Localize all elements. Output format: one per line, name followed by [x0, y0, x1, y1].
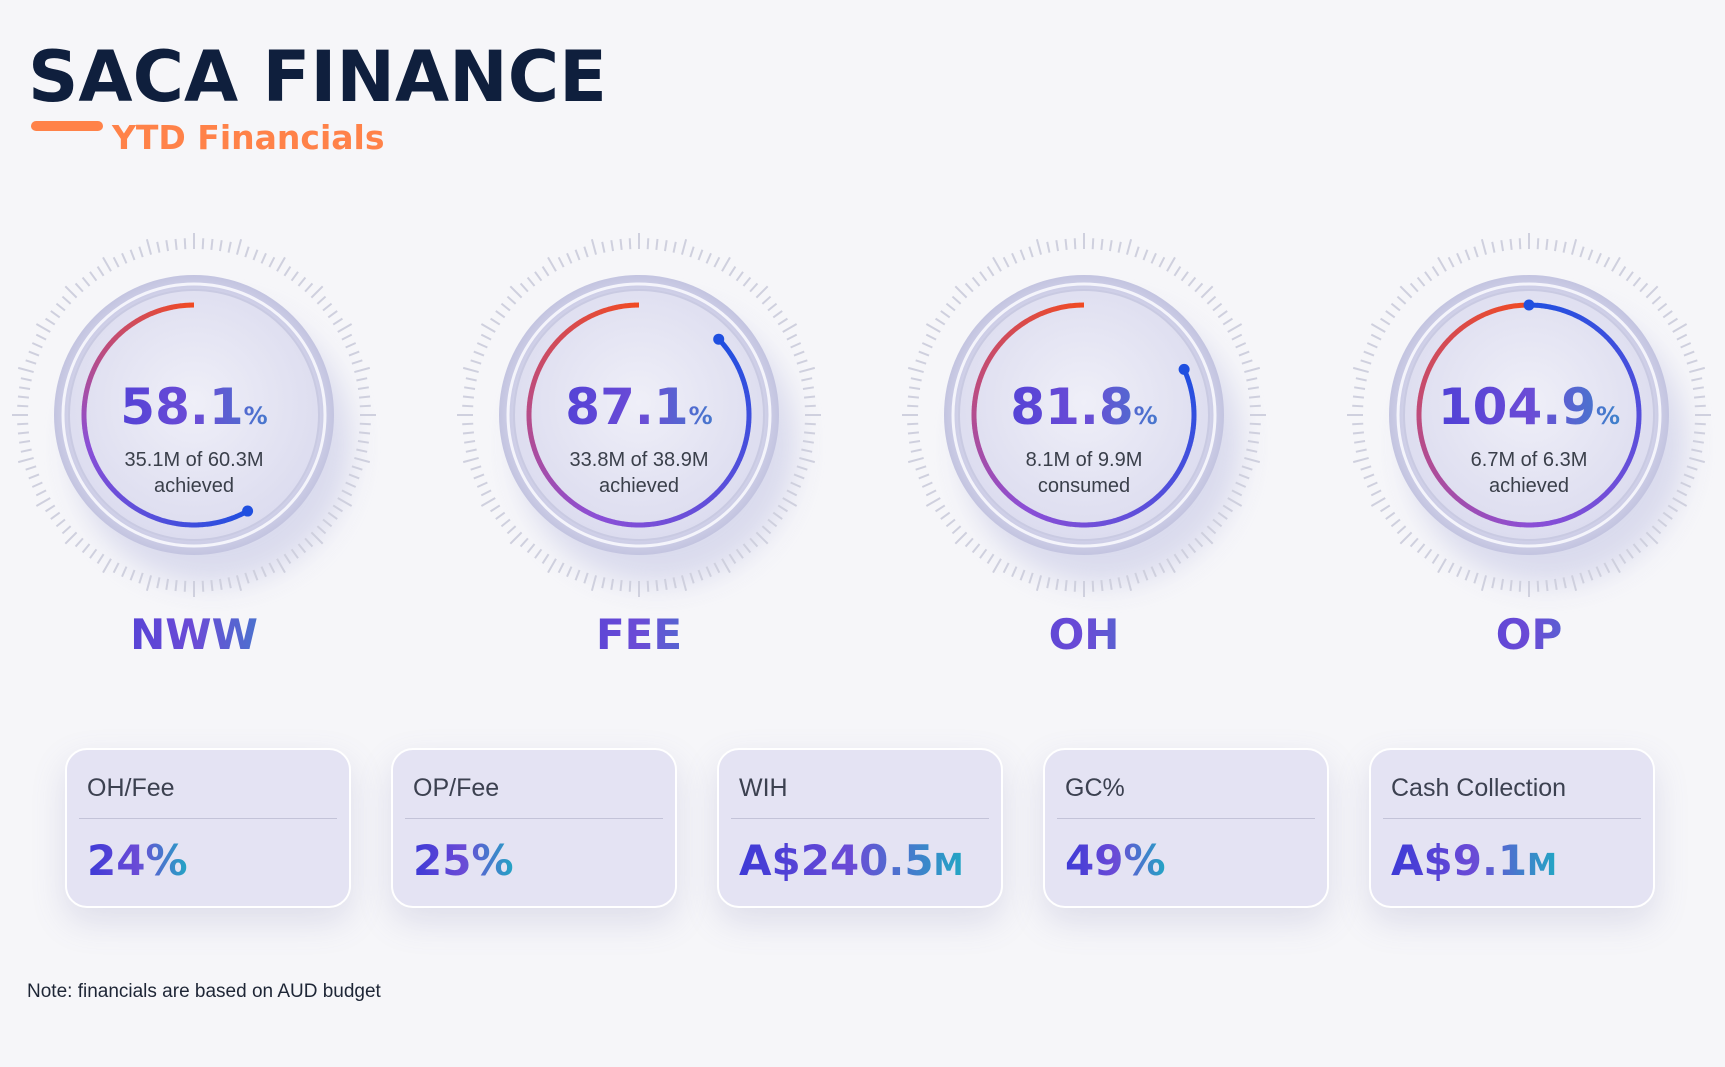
kpi-card-oh-fee: OH/Fee 24%: [65, 748, 351, 908]
kpi-card-label: GC%: [1065, 774, 1125, 802]
gauge-op-progress-arc: [1416, 302, 1642, 528]
kpi-card-label: OP/Fee: [413, 774, 500, 802]
gauge-oh-label: OH: [934, 610, 1234, 659]
gauge-fee-label: FEE: [489, 610, 789, 659]
gauge-fee-progress-arc: [526, 302, 752, 528]
gauge-op-detail: 6.7M of 6.3M achieved: [1470, 449, 1588, 497]
gauge-fee-ticks: [457, 233, 821, 597]
kpi-card-op-fee: OP/Fee 25%: [391, 748, 677, 908]
gauge-op-highlight-ring: [1396, 282, 1662, 548]
gauge-oh-end-dot: [1178, 363, 1190, 375]
kpi-card-value: A$240.5M: [739, 836, 964, 885]
gauge-nww-highlight-ring: [61, 282, 327, 548]
gauge-fee-inner-disc: [513, 289, 765, 541]
gauge-nww-ticks: [12, 233, 376, 597]
gauge-nww-end-dot: [242, 505, 254, 517]
gauge-nww-detail: 35.1M of 60.3M achieved: [124, 449, 264, 497]
gauge-oh-detail: 8.1M of 9.9M consumed: [1025, 449, 1143, 497]
kpi-card-value: 49%: [1065, 836, 1166, 885]
gauge-oh-inner-disc: [958, 289, 1210, 541]
gauge-oh-progress-arc: [971, 302, 1197, 528]
gauge-nww-value: 58.1%: [44, 378, 344, 436]
gauge-op-ticks: [1347, 233, 1711, 597]
gauge-op-value: 104.9%: [1379, 378, 1679, 436]
gauge-fee-detail: 33.8M of 38.9M achieved: [569, 449, 709, 497]
gauge-fee-value: 87.1%: [489, 378, 789, 436]
title-accent-bar: [31, 121, 103, 131]
kpi-card-value: A$9.1M: [1391, 836, 1557, 885]
kpi-card-value: 24%: [87, 836, 188, 885]
gauges-canvas: [12, 233, 1711, 597]
kpi-card-label: OH/Fee: [87, 774, 175, 802]
page-subtitle: YTD Financials: [112, 118, 385, 157]
gauge-fee-highlight-ring: [506, 282, 772, 548]
gauge-fee-end-dot: [713, 333, 725, 345]
kpi-card-divider: [731, 818, 989, 819]
kpi-card-divider: [1057, 818, 1315, 819]
gauge-oh-ticks: [902, 233, 1266, 597]
footer-note: Note: financials are based on AUD budget: [27, 981, 381, 1002]
page-title: SACA FINANCE: [28, 36, 607, 118]
kpi-card-divider: [405, 818, 663, 819]
gauge-nww-inner-disc: [68, 289, 320, 541]
kpi-card-divider: [1383, 818, 1641, 819]
kpi-card-value: 25%: [413, 836, 514, 885]
gauge-op-end-dot: [1523, 299, 1535, 311]
kpi-card-cash-collection: Cash Collection A$9.1M: [1369, 748, 1655, 908]
kpi-card-gc: GC% 49%: [1043, 748, 1329, 908]
kpi-card-label: WIH: [739, 774, 788, 802]
gauge-nww-label: NWW: [44, 610, 344, 659]
gauge-op-inner-disc: [1403, 289, 1655, 541]
kpi-card-divider: [79, 818, 337, 819]
gauge-nww-progress-arc: [81, 302, 250, 528]
gauge-oh-value: 81.8%: [934, 378, 1234, 436]
kpi-card-wih: WIH A$240.5M: [717, 748, 1003, 908]
gauge-oh-highlight-ring: [951, 282, 1217, 548]
gauge-op-label: OP: [1379, 610, 1679, 659]
kpi-card-label: Cash Collection: [1391, 774, 1567, 802]
